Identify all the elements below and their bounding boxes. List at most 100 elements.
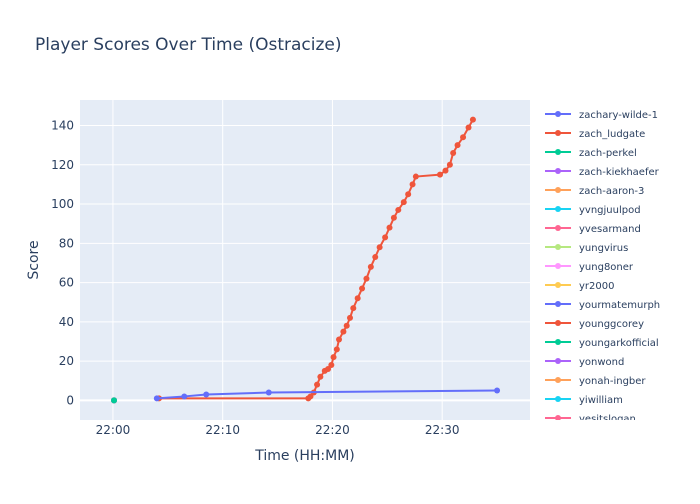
legend-label-16: yesitslogan bbox=[579, 414, 636, 425]
legend-swatch-marker-12 bbox=[555, 339, 561, 345]
series-1 bbox=[156, 116, 476, 402]
data-point-1-29 bbox=[412, 173, 419, 180]
data-point-1-24 bbox=[390, 214, 397, 221]
x-tick-label-2: 22:20 bbox=[315, 423, 350, 437]
legend-label-1: zach_ludgate bbox=[579, 129, 645, 140]
y-tick-label-0: 0 bbox=[66, 393, 74, 407]
data-point-1-36 bbox=[465, 124, 472, 131]
legend-item-5[interactable]: yvngjuulpod bbox=[545, 205, 641, 216]
data-point-1-37 bbox=[469, 116, 476, 123]
legend-item-1[interactable]: zach_ludgate bbox=[545, 129, 645, 140]
data-point-1-28 bbox=[409, 181, 416, 188]
legend-label-2: zach-perkel bbox=[579, 148, 637, 159]
legend-swatch-marker-10 bbox=[555, 301, 561, 307]
legend-item-11[interactable]: younggcorey bbox=[545, 319, 644, 330]
chart-title: Player Scores Over Time (Ostracize) bbox=[35, 35, 342, 55]
data-point-1-13 bbox=[343, 322, 350, 329]
legend-item-4[interactable]: zach-aaron-3 bbox=[545, 186, 644, 197]
legend-label-4: zach-aaron-3 bbox=[579, 186, 644, 197]
data-point-1-9 bbox=[330, 354, 337, 361]
legend-item-2[interactable]: zach-perkel bbox=[545, 148, 637, 159]
legend-swatch-marker-0 bbox=[555, 111, 561, 117]
legend-item-0[interactable]: zachary-wilde-1 bbox=[545, 110, 658, 121]
legend-item-3[interactable]: zach-kiekhaefer bbox=[545, 167, 660, 178]
legend-swatch-marker-6 bbox=[555, 225, 561, 231]
legend-item-8[interactable]: yung8oner bbox=[545, 262, 634, 273]
legend-swatch-marker-9 bbox=[555, 282, 561, 288]
y-tick-label-2: 40 bbox=[59, 315, 74, 329]
legend-swatch-marker-2 bbox=[555, 149, 561, 155]
x-tick-label-1: 22:10 bbox=[205, 423, 240, 437]
legend-label-11: younggcorey bbox=[579, 319, 644, 330]
data-point-1-33 bbox=[450, 150, 457, 157]
legend-item-6[interactable]: yvesarmand bbox=[545, 224, 641, 235]
x-tick-label-0: 22:00 bbox=[96, 423, 131, 437]
y-tick-label-6: 120 bbox=[51, 158, 74, 172]
series-layer bbox=[111, 116, 501, 404]
data-point-0-2 bbox=[203, 391, 210, 398]
data-point-1-21 bbox=[376, 244, 383, 251]
data-point-1-26 bbox=[400, 199, 407, 206]
data-point-1-17 bbox=[359, 285, 366, 292]
legend-swatch-marker-8 bbox=[555, 263, 561, 269]
legend-swatch-marker-4 bbox=[555, 187, 561, 193]
y-axis-ticks: 0 20 40 60 80 100 120 140 bbox=[51, 119, 74, 408]
data-point-1-19 bbox=[367, 263, 374, 270]
x-axis-ticks: 22:00 22:10 22:20 22:30 bbox=[96, 423, 460, 437]
data-point-1-20 bbox=[372, 254, 379, 261]
y-tick-label-5: 100 bbox=[51, 197, 74, 211]
data-point-1-27 bbox=[405, 191, 412, 198]
data-point-1-2 bbox=[307, 393, 314, 400]
data-point-1-5 bbox=[317, 373, 324, 380]
data-point-1-34 bbox=[454, 142, 461, 149]
data-point-2-0 bbox=[111, 397, 118, 404]
y-axis-label: Score bbox=[26, 240, 42, 279]
legend-label-10: yourmatemurph bbox=[579, 300, 660, 311]
data-point-1-10 bbox=[333, 346, 340, 353]
legend-label-15: yiwilliam bbox=[579, 395, 623, 406]
legend-swatch-marker-13 bbox=[555, 358, 561, 364]
legend-item-15[interactable]: yiwilliam bbox=[545, 395, 623, 406]
legend-label-0: zachary-wilde-1 bbox=[579, 110, 658, 121]
y-tick-label-4: 80 bbox=[59, 236, 74, 250]
legend-swatch-marker-14 bbox=[555, 377, 561, 383]
legend-swatch-marker-3 bbox=[555, 168, 561, 174]
x-axis-label: Time (HH:MM) bbox=[254, 448, 355, 464]
legend-label-7: yungvirus bbox=[579, 243, 628, 254]
data-point-1-4 bbox=[314, 381, 321, 388]
series-2 bbox=[111, 397, 118, 404]
legend-item-16[interactable]: yesitslogan bbox=[545, 414, 636, 425]
legend-item-13[interactable]: yonwond bbox=[545, 357, 624, 368]
legend-item-12[interactable]: youngarkofficial bbox=[545, 338, 659, 349]
legend-item-14[interactable]: yonah-ingber bbox=[545, 376, 646, 387]
plot-area bbox=[80, 100, 530, 420]
data-point-0-3 bbox=[265, 389, 272, 396]
legend-label-6: yvesarmand bbox=[579, 224, 641, 235]
y-tick-label-3: 60 bbox=[59, 276, 74, 290]
legend-label-3: zach-kiekhaefer bbox=[579, 167, 660, 178]
legend-label-8: yung8oner bbox=[579, 262, 634, 273]
data-point-1-16 bbox=[354, 295, 361, 302]
grid-lines bbox=[80, 100, 530, 420]
y-tick-label-7: 140 bbox=[51, 119, 74, 133]
legend-label-13: yonwond bbox=[579, 357, 624, 368]
data-point-1-35 bbox=[460, 134, 467, 141]
legend-swatch-marker-7 bbox=[555, 244, 561, 250]
data-point-1-31 bbox=[442, 167, 449, 174]
legend[interactable]: zachary-wilde-1 zach_ludgate zach-perkel za… bbox=[545, 110, 660, 425]
legend-swatch-marker-15 bbox=[555, 396, 561, 402]
legend-item-9[interactable]: yr2000 bbox=[545, 281, 614, 292]
data-point-0-1 bbox=[181, 393, 188, 400]
data-point-1-12 bbox=[340, 328, 347, 335]
legend-item-10[interactable]: yourmatemurph bbox=[545, 300, 660, 311]
legend-swatch-marker-5 bbox=[555, 206, 561, 212]
y-tick-label-1: 20 bbox=[59, 354, 74, 368]
data-point-1-25 bbox=[395, 206, 402, 213]
legend-swatch-marker-1 bbox=[555, 130, 561, 136]
data-point-1-22 bbox=[382, 234, 389, 241]
data-point-1-7 bbox=[325, 365, 332, 372]
legend-item-7[interactable]: yungvirus bbox=[545, 243, 628, 254]
data-point-0-0 bbox=[153, 395, 160, 402]
